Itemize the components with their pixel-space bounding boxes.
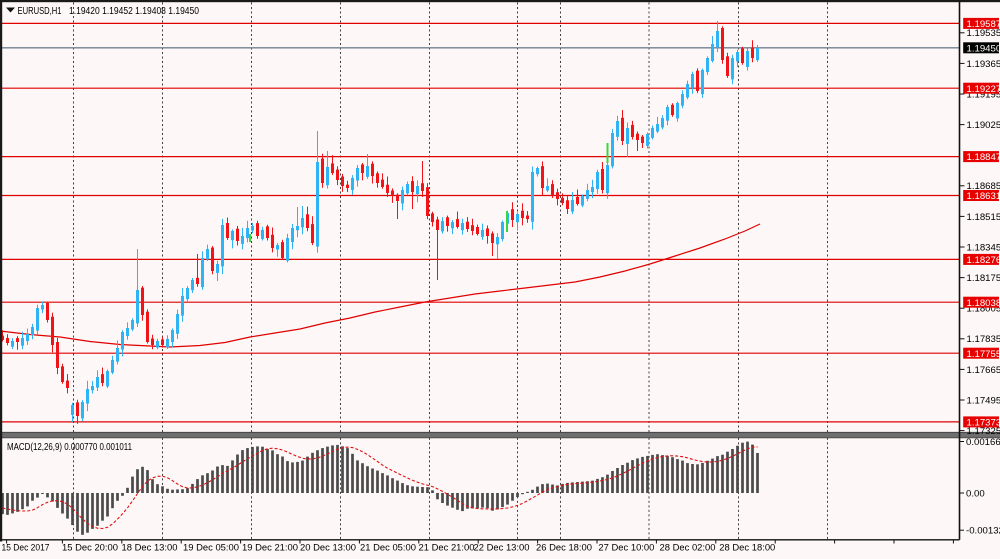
- svg-text:28 Dec 02:00: 28 Dec 02:00: [660, 542, 716, 553]
- svg-text:1.18631: 1.18631: [967, 191, 1000, 202]
- svg-text:15 Dec 20:00: 15 Dec 20:00: [62, 542, 118, 553]
- svg-text:EURUSD,H1: EURUSD,H1: [18, 6, 62, 17]
- svg-text:1.19025: 1.19025: [967, 120, 1000, 131]
- svg-text:0.001666: 0.001666: [966, 437, 1000, 448]
- svg-text:-0.001326: -0.001326: [966, 526, 1000, 537]
- svg-text:1.19587: 1.19587: [967, 19, 1000, 30]
- svg-text:27 Dec 10:00: 27 Dec 10:00: [598, 542, 654, 553]
- svg-text:1.19227: 1.19227: [967, 84, 1000, 95]
- svg-text:26 Dec 18:00: 26 Dec 18:00: [536, 542, 592, 553]
- svg-text:1.19365: 1.19365: [967, 59, 1000, 70]
- svg-text:1.18038: 1.18038: [967, 298, 1000, 309]
- svg-text:1.18005: 1.18005: [967, 304, 1000, 315]
- svg-text:1.18175: 1.18175: [967, 273, 1000, 284]
- svg-text:1.19535: 1.19535: [967, 28, 1000, 39]
- svg-text:19 Dec 21:00: 19 Dec 21:00: [242, 542, 298, 553]
- svg-text:1.19450: 1.19450: [967, 43, 1000, 54]
- svg-text:1.19420 1.19452 1.19408 1.1945: 1.19420 1.19452 1.19408 1.19450: [69, 6, 199, 17]
- svg-text:1.18847: 1.18847: [967, 152, 1000, 163]
- svg-text:MACD(12,26,9) 0.000770 0.00101: MACD(12,26,9) 0.000770 0.001011: [7, 442, 132, 453]
- svg-text:1.17665: 1.17665: [967, 365, 1000, 376]
- svg-text:1.18685: 1.18685: [967, 181, 1000, 192]
- svg-text:0.00: 0.00: [966, 488, 985, 499]
- svg-text:20 Dec 13:00: 20 Dec 13:00: [300, 542, 356, 553]
- svg-text:28 Dec 18:00: 28 Dec 18:00: [719, 542, 775, 553]
- svg-text:1.18276: 1.18276: [967, 255, 1000, 266]
- svg-text:1.18345: 1.18345: [967, 242, 1000, 253]
- svg-text:1.17325: 1.17325: [967, 426, 1000, 437]
- svg-text:21 Dec 21:00: 21 Dec 21:00: [419, 542, 475, 553]
- svg-text:1.17495: 1.17495: [967, 395, 1000, 406]
- svg-text:19 Dec 05:00: 19 Dec 05:00: [183, 542, 239, 553]
- svg-text:1.18515: 1.18515: [967, 212, 1000, 223]
- svg-text:22 Dec 13:00: 22 Dec 13:00: [474, 542, 530, 553]
- svg-text:1.17835: 1.17835: [967, 334, 1000, 345]
- svg-text:1.17755: 1.17755: [967, 349, 1000, 360]
- svg-text:15 Dec 2017: 15 Dec 2017: [2, 542, 50, 553]
- svg-text:1.17373: 1.17373: [967, 418, 1000, 429]
- svg-text:18 Dec 13:00: 18 Dec 13:00: [122, 542, 178, 553]
- svg-text:21 Dec 05:00: 21 Dec 05:00: [360, 542, 416, 553]
- svg-text:1.19195: 1.19195: [967, 89, 1000, 100]
